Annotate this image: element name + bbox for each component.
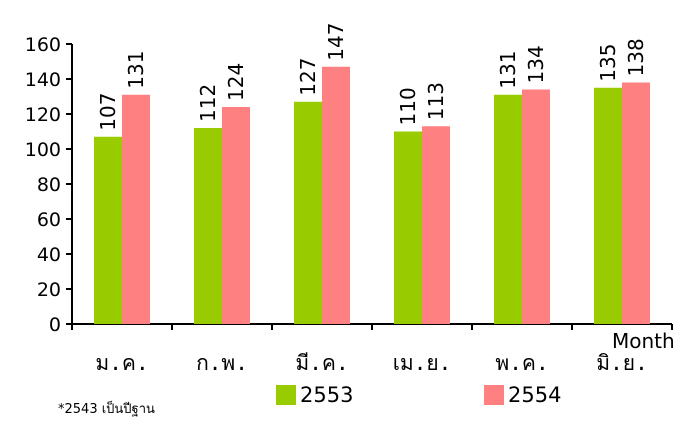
y-tick-label: 120 [25,104,61,126]
y-axis: 0 20 40 60 80 100 120 140 160 [25,34,73,336]
bar-2554 [422,126,450,324]
legend-swatch-2553 [276,385,296,405]
x-axis-title: Month [612,329,675,353]
bar-2553 [394,131,422,324]
bar-2553 [294,101,322,324]
data-label-2553: 110 [396,87,420,125]
data-label-2554: 113 [424,82,448,120]
data-label-2554: 147 [324,23,348,61]
data-label-2554: 124 [224,63,248,101]
x-tick-label: พ.ค. [495,351,548,375]
data-label-2553: 112 [196,84,220,122]
bars [94,66,650,324]
footnote: *2543 เป็นปีฐาน [58,402,155,417]
y-tick-label: 80 [37,174,61,196]
data-label-2553: 131 [496,51,520,89]
x-tick-label: ม.ค. [95,351,148,375]
data-label-2553: 127 [296,58,320,96]
bar-2554 [522,89,550,324]
bar-2554 [222,107,250,324]
bar-2553 [494,94,522,324]
x-tick-label: มี.ค. [295,351,348,375]
bar-2553 [94,136,122,324]
legend-label-2554: 2554 [508,383,562,407]
y-tick-label: 100 [25,139,61,161]
y-tick-label: 20 [37,279,61,301]
x-tick-label: เม.ย. [393,351,452,375]
y-tick-label: 60 [37,209,61,231]
bar-2554 [122,94,150,324]
x-tick-label: มิ.ย. [596,351,647,375]
legend-item-2553: 2553 [276,383,353,407]
bar-2553 [194,128,222,324]
y-tick-label: 160 [25,34,61,56]
data-label-2553: 107 [96,93,120,131]
x-axis: ม.ค. ก.พ. มี.ค. เม.ย. พ.ค. มิ.ย. [71,323,673,375]
y-tick-label: 140 [25,69,61,91]
data-label-2554: 134 [524,45,548,83]
data-label-2553: 135 [596,44,620,82]
y-tick-label: 40 [37,244,61,266]
bar-2554 [622,82,650,324]
legend-label-2553: 2553 [300,383,354,407]
bar-2553 [594,87,622,324]
x-tick-label: ก.พ. [196,351,248,375]
y-tick-label: 0 [49,314,61,336]
legend-swatch-2554 [484,385,504,405]
legend-item-2554: 2554 [484,383,561,407]
data-label-2554: 138 [624,38,648,76]
data-label-2554: 131 [124,51,148,89]
bar-2554 [322,66,350,324]
